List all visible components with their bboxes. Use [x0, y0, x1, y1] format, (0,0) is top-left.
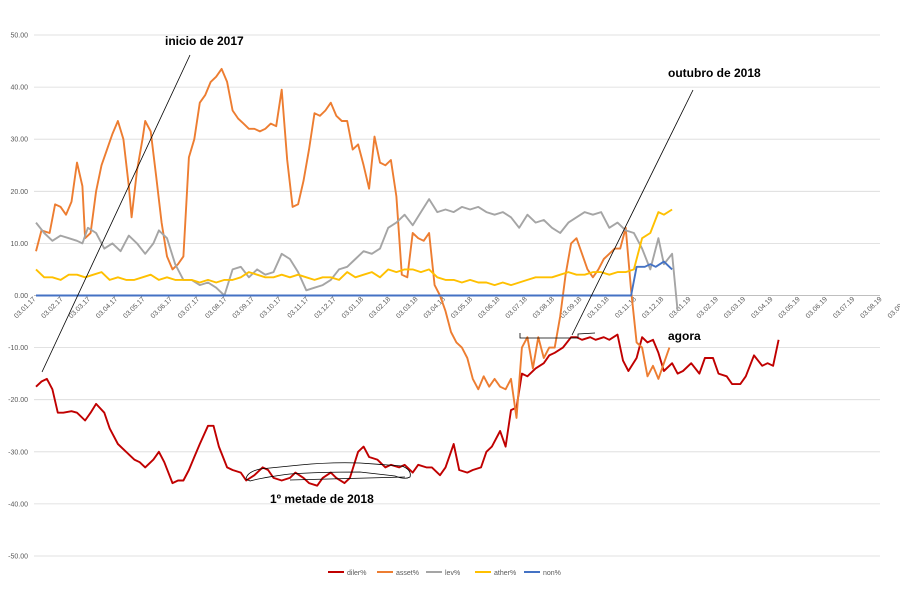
annotation-outubro-2018: outubro de 2018 [668, 66, 761, 80]
annotation-agora: agora [668, 329, 701, 343]
series-line-lev [35, 198, 679, 312]
series-line-non [36, 260, 673, 297]
series-line-diler [35, 333, 780, 487]
legend-label: asset% [396, 570, 419, 577]
annotation-first-half-2018: 1º metade de 2018 [270, 492, 374, 506]
y-tick-label: -30.00 [8, 449, 28, 456]
legend-label: lev% [445, 570, 460, 577]
y-tick-label: 10.00 [10, 241, 28, 248]
series-lines [35, 67, 780, 487]
y-tick-label: -10.00 [8, 345, 28, 352]
series-line-ather [35, 208, 673, 287]
y-tick-label: -20.00 [8, 397, 28, 404]
y-tick-label: 0.00 [14, 293, 28, 300]
annotation-strokes [41, 54, 694, 482]
annotation-oval-2018 [245, 462, 411, 482]
y-tick-label: 30.00 [10, 137, 28, 144]
y-axis-ticks: 50.00 40.00 30.00 20.00 10.00 0.00 -10.00 -20.0… [8, 33, 28, 561]
annotation-underline-2018 [289, 476, 406, 481]
annotation-line-2017 [41, 54, 191, 373]
legend-label: diler% [347, 570, 366, 577]
y-tick-label: 50.00 [10, 33, 28, 40]
annotation-mark-oct-2018 [519, 332, 596, 339]
gridlines [34, 34, 880, 557]
legend: diler% asset% lev% ather% non% [328, 570, 561, 577]
y-tick-label: 20.00 [10, 189, 28, 196]
legend-label: ather% [494, 570, 516, 577]
legend-label: non% [543, 570, 561, 577]
annotation-line-oct-2018 [571, 89, 694, 336]
y-tick-label: -50.00 [8, 554, 28, 561]
y-tick-label: 40.00 [10, 85, 28, 92]
y-tick-label: -40.00 [8, 501, 28, 508]
annotation-inicio-2017: inicio de 2017 [165, 34, 244, 48]
